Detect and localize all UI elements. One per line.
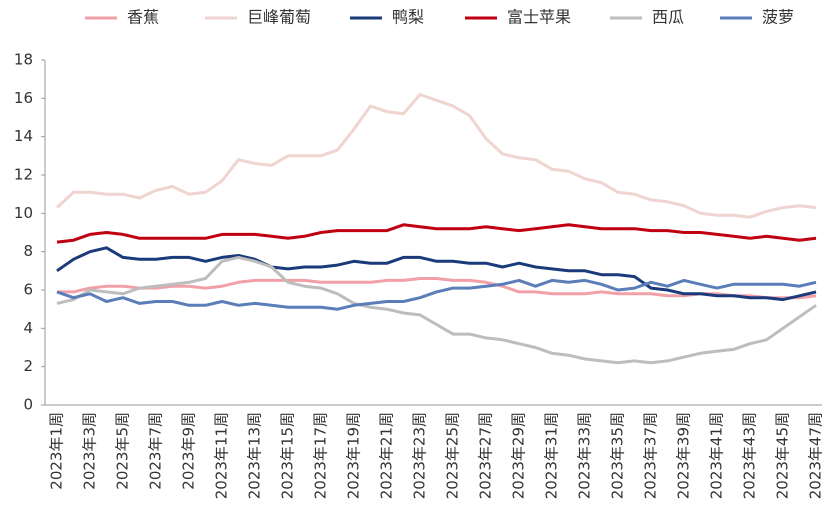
y-tick-label: 8 [23, 242, 33, 260]
y-tick-label: 18 [14, 51, 33, 69]
x-tick-label: 2023年33周 [576, 412, 594, 499]
legend-label: 香蕉 [127, 8, 159, 27]
x-tick-label: 2023年1周 [48, 412, 66, 490]
x-tick-label: 2023年13周 [246, 412, 264, 499]
series-line [56, 255, 817, 365]
x-tick-label: 2023年25周 [444, 412, 462, 499]
y-tick-label: 4 [23, 319, 33, 337]
x-tick-label: 2023年17周 [312, 412, 330, 499]
x-tick-label: 2023年41周 [708, 412, 726, 499]
x-tick-label: 2023年35周 [609, 412, 627, 499]
x-tick-label: 2023年43周 [741, 412, 759, 499]
x-tick-label: 2023年21周 [378, 412, 396, 499]
x-tick-label: 2023年45周 [774, 412, 792, 499]
legend-label: 西瓜 [652, 8, 684, 27]
y-tick-label: 2 [23, 357, 33, 375]
series-line [55, 93, 817, 219]
series-line [56, 278, 817, 311]
x-tick-label: 2023年15周 [279, 412, 297, 499]
legend-label: 菠萝 [762, 8, 794, 27]
x-tick-label: 2023年5周 [114, 412, 132, 490]
legend-label: 巨峰葡萄 [247, 8, 311, 27]
y-tick-label: 10 [14, 204, 33, 222]
y-tick-label: 14 [14, 127, 33, 145]
x-tick-label: 2023年19周 [345, 412, 363, 499]
x-tick-label: 2023年3周 [81, 412, 99, 490]
x-tick-label: 2023年11周 [213, 412, 231, 499]
x-tick-label: 2023年23周 [411, 412, 429, 499]
x-tick-label: 2023年31周 [543, 412, 561, 499]
x-tick-label: 2023年29周 [510, 412, 528, 499]
x-tick-label: 2023年39周 [675, 412, 693, 499]
x-tick-label: 2023年9周 [180, 412, 198, 490]
x-tick-label: 2023年27周 [477, 412, 495, 499]
x-tick-label: 2023年37周 [642, 412, 660, 499]
legend-label: 富士苹果 [507, 8, 571, 27]
series-line [56, 223, 817, 244]
x-tick-label: 2023年7周 [147, 412, 165, 490]
y-tick-label: 16 [14, 89, 33, 107]
y-tick-label: 12 [14, 166, 33, 184]
y-tick-label: 6 [23, 281, 33, 299]
y-tick-label: 0 [23, 396, 33, 414]
x-tick-label: 2023年47周 [807, 412, 822, 499]
legend-label: 鸭梨 [392, 8, 424, 27]
series-line [56, 246, 817, 302]
